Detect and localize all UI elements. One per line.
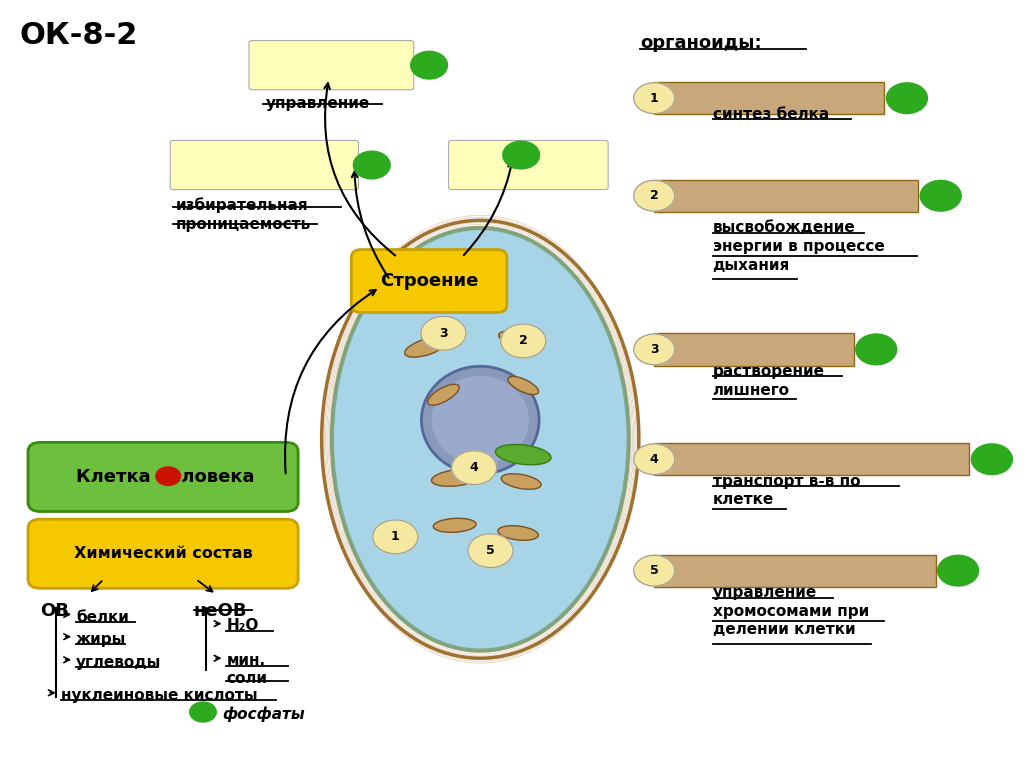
FancyBboxPatch shape [448, 140, 608, 190]
Text: транспорт в-в по
клетке: транспорт в-в по клетке [712, 474, 860, 507]
Text: синтез белка: синтез белка [712, 106, 829, 122]
Text: избирательная
проницаемость: избирательная проницаемость [175, 197, 311, 231]
Circle shape [421, 316, 466, 350]
Text: неОВ: неОВ [194, 602, 247, 620]
Circle shape [410, 52, 447, 79]
Text: растворение
лишнего: растворение лишнего [712, 364, 825, 398]
Ellipse shape [422, 366, 539, 474]
Ellipse shape [433, 518, 476, 532]
Circle shape [468, 534, 513, 567]
Bar [655, 82, 884, 114]
Text: управление
хромосомами при
делении клетки: управление хромосомами при делении клетк… [712, 585, 869, 638]
Ellipse shape [404, 337, 447, 357]
Bar [655, 554, 936, 587]
FancyBboxPatch shape [28, 443, 299, 511]
Text: 4: 4 [470, 461, 478, 474]
Text: 3: 3 [439, 327, 447, 340]
FancyBboxPatch shape [170, 140, 358, 190]
Circle shape [503, 141, 540, 169]
Text: Строение: Строение [380, 272, 478, 290]
Bar [655, 180, 918, 212]
Ellipse shape [496, 445, 551, 465]
Ellipse shape [502, 473, 541, 490]
Circle shape [634, 555, 675, 586]
Text: 2: 2 [519, 335, 527, 348]
Circle shape [972, 444, 1013, 475]
Text: Н₂О: Н₂О [227, 618, 259, 633]
FancyBboxPatch shape [28, 519, 299, 588]
Circle shape [856, 334, 897, 365]
Circle shape [156, 467, 181, 486]
Text: 5: 5 [486, 544, 495, 557]
Text: высвобождение
энергии в процессе
дыхания: высвобождение энергии в процессе дыхания [712, 221, 884, 272]
Circle shape [372, 520, 418, 554]
Text: жиры: жиры [76, 632, 126, 647]
Text: 2: 2 [649, 189, 659, 202]
FancyBboxPatch shape [351, 250, 507, 312]
Ellipse shape [498, 526, 539, 540]
Text: органоиды:: органоиды: [640, 35, 761, 52]
Circle shape [938, 555, 979, 586]
Text: нуклеиновые кислоты: нуклеиновые кислоты [61, 689, 258, 703]
Ellipse shape [508, 376, 539, 395]
FancyBboxPatch shape [249, 41, 413, 89]
Ellipse shape [432, 376, 528, 464]
Bar [655, 443, 970, 476]
Ellipse shape [499, 331, 538, 348]
Ellipse shape [428, 384, 460, 406]
Circle shape [501, 324, 546, 358]
Text: 3: 3 [649, 343, 659, 356]
Text: управление: управление [266, 96, 369, 111]
Text: 1: 1 [391, 530, 400, 544]
Ellipse shape [331, 228, 629, 651]
Circle shape [190, 702, 216, 722]
Text: 1: 1 [649, 92, 659, 105]
Circle shape [451, 451, 497, 485]
Ellipse shape [432, 469, 482, 487]
Circle shape [886, 82, 928, 113]
Circle shape [353, 151, 390, 179]
Text: мин.
соли: мин. соли [227, 653, 268, 686]
Text: белки: белки [76, 610, 129, 625]
Text: 5: 5 [649, 564, 659, 577]
Circle shape [920, 180, 961, 211]
Circle shape [634, 82, 675, 113]
Text: ОК-8-2: ОК-8-2 [19, 21, 139, 49]
Text: Химический состав: Химический состав [74, 546, 252, 561]
Circle shape [634, 180, 675, 211]
Circle shape [634, 444, 675, 475]
Text: фосфаты: фосфаты [223, 706, 305, 722]
Text: углеводы: углеводы [76, 655, 161, 670]
Bar [655, 333, 854, 365]
Text: ОВ: ОВ [40, 602, 69, 620]
Text: 4: 4 [649, 453, 659, 466]
Text: Клетка человека: Клетка человека [76, 468, 254, 486]
Circle shape [634, 334, 675, 365]
